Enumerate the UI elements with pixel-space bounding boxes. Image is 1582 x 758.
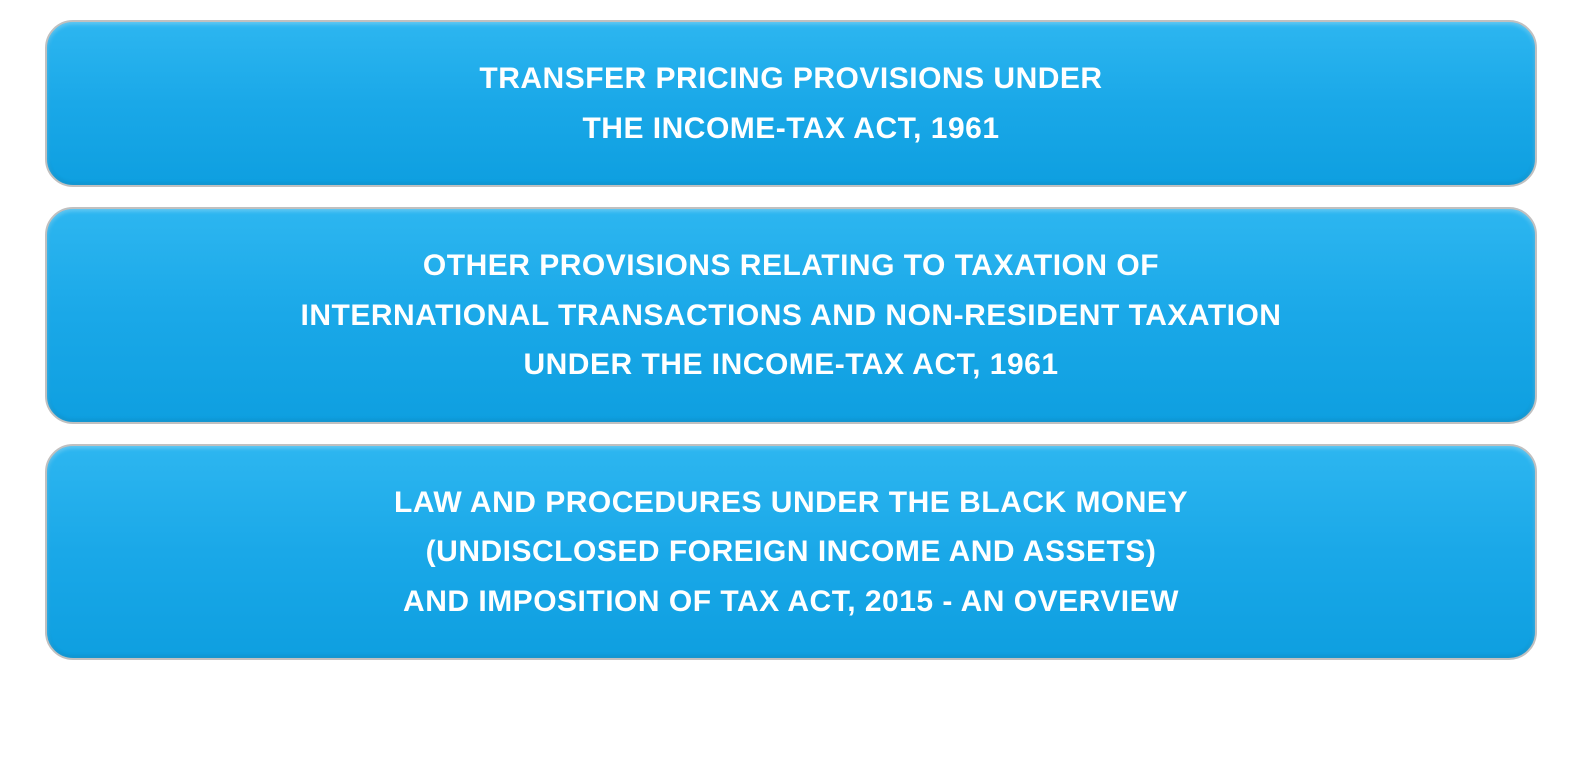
card-container: TRANSFER PRICING PROVISIONS UNDER THE IN…: [20, 20, 1562, 660]
card-line: INTERNATIONAL TRANSACTIONS AND NON-RESID…: [87, 291, 1495, 341]
card-line: AND IMPOSITION OF TAX ACT, 2015 - AN OVE…: [87, 577, 1495, 627]
card-line: THE INCOME-TAX ACT, 1961: [87, 104, 1495, 154]
card-line: OTHER PROVISIONS RELATING TO TAXATION OF: [87, 241, 1495, 291]
info-card-3: LAW AND PROCEDURES UNDER THE BLACK MONEY…: [45, 444, 1537, 661]
card-line: (UNDISCLOSED FOREIGN INCOME AND ASSETS): [87, 527, 1495, 577]
info-card-1: TRANSFER PRICING PROVISIONS UNDER THE IN…: [45, 20, 1537, 187]
info-card-2: OTHER PROVISIONS RELATING TO TAXATION OF…: [45, 207, 1537, 424]
card-line: TRANSFER PRICING PROVISIONS UNDER: [87, 54, 1495, 104]
card-line: LAW AND PROCEDURES UNDER THE BLACK MONEY: [87, 478, 1495, 528]
card-line: UNDER THE INCOME-TAX ACT, 1961: [87, 340, 1495, 390]
